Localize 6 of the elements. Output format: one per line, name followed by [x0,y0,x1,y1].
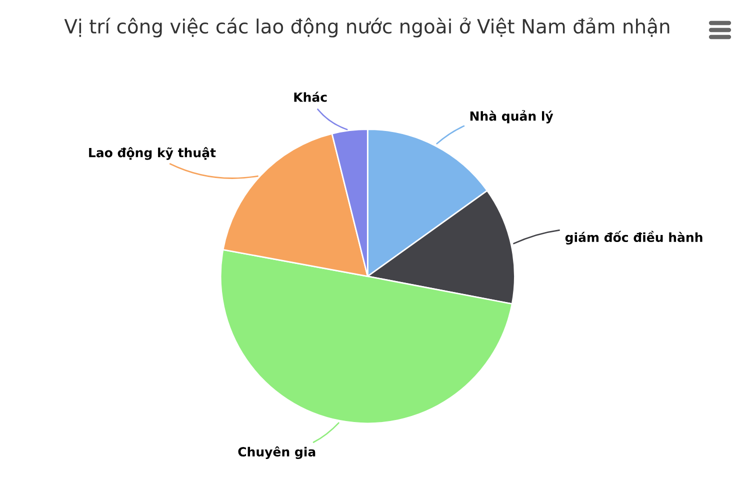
slice-label: Chuyên gia [238,446,316,460]
chart-title: Vị trí công việc các lao động nước ngoài ở Việt Nam đảm nhận [64,18,670,38]
slice-label: Nhà quản lý [470,110,554,124]
slice-label: giám đốc điều hành [565,230,702,245]
slice-label: Lao động kỹ thuật [89,147,216,160]
slice-label: Khác [294,92,327,102]
